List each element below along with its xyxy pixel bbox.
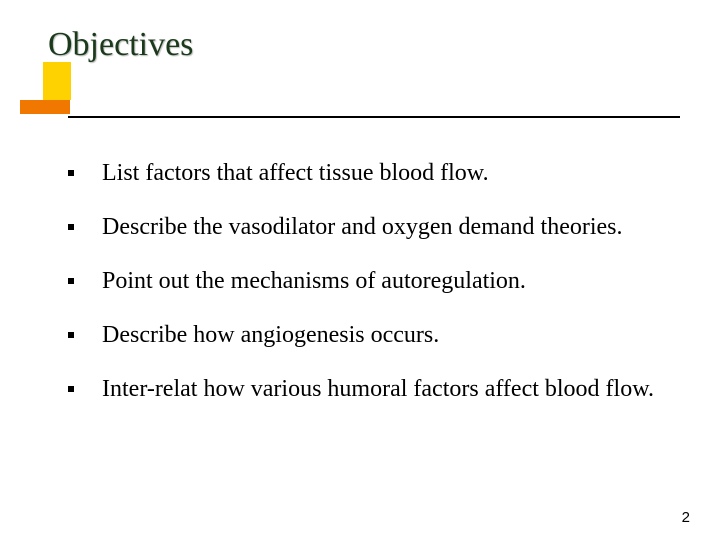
list-item: Describe how angiogenesis occurs. [68, 320, 680, 350]
list-item: Point out the mechanisms of autoregulati… [68, 266, 680, 296]
bullet-text: List factors that affect tissue blood fl… [102, 158, 680, 188]
list-item: Inter-relat how various humoral factors … [68, 374, 680, 404]
accent-orange-block [20, 100, 70, 114]
bullet-icon [68, 278, 74, 284]
page-number: 2 [682, 509, 690, 526]
bullet-icon [68, 170, 74, 176]
bullet-text: Describe how angiogenesis occurs. [102, 320, 680, 350]
bullet-icon [68, 386, 74, 392]
bullet-text: Describe the vasodilator and oxygen dema… [102, 212, 680, 242]
slide: Objectives List factors that affect tiss… [0, 0, 720, 540]
title-area: Objectives [40, 20, 680, 130]
bullet-text: Inter-relat how various humoral factors … [102, 374, 680, 404]
title-underline [68, 116, 680, 118]
bullet-icon [68, 224, 74, 230]
slide-title: Objectives [48, 26, 193, 64]
bullet-icon [68, 332, 74, 338]
accent-yellow-block [43, 62, 71, 100]
list-item: List factors that affect tissue blood fl… [68, 158, 680, 188]
bullet-list: List factors that affect tissue blood fl… [40, 158, 680, 404]
bullet-text: Point out the mechanisms of autoregulati… [102, 266, 680, 296]
list-item: Describe the vasodilator and oxygen dema… [68, 212, 680, 242]
